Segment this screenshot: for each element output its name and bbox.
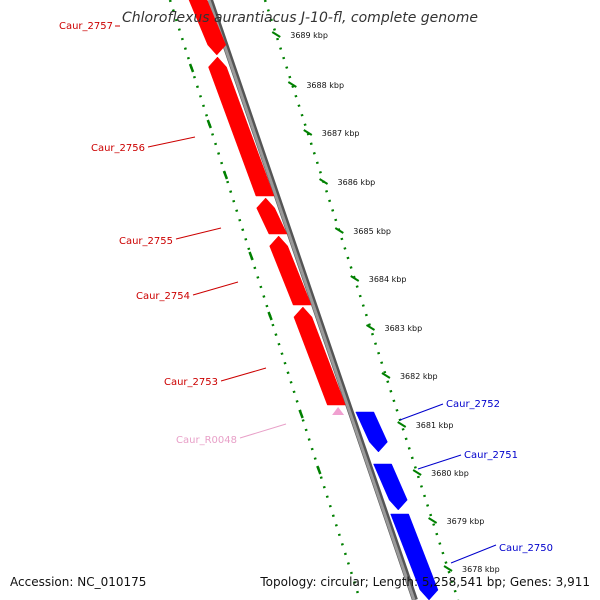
kbp-tick-label: 3681 kbp bbox=[416, 421, 454, 430]
gene-label[interactable]: Caur_2757 bbox=[59, 21, 113, 32]
kbp-tick-label: 3680 kbp bbox=[431, 469, 469, 478]
dotted-track-guides bbox=[168, 0, 460, 600]
kbp-tick-label: 3688 kbp bbox=[306, 81, 344, 90]
gene-label[interactable]: Caur_2752 bbox=[446, 399, 500, 410]
gene-label-leader-line bbox=[450, 544, 497, 564]
gene-feature-caur-2753 bbox=[293, 306, 346, 406]
genome-summary-text: Topology: circular; Length: 5,258,541 bp… bbox=[259, 575, 590, 589]
gene-labels: Caur_2757 Caur_2756 Caur_2755 Caur_2754 Caur… bbox=[59, 21, 553, 564]
gene-label[interactable]: Caur_2755 bbox=[119, 236, 173, 247]
kbp-tick-label: 3685 kbp bbox=[353, 227, 391, 236]
gene-feature-caur-2750 bbox=[390, 513, 439, 600]
kbp-tick-mark bbox=[319, 178, 329, 185]
gene-label-leader-line bbox=[147, 136, 196, 148]
gene-label-leader-line bbox=[175, 227, 222, 240]
kbp-tick-mark bbox=[365, 324, 376, 331]
kbp-tick-mark bbox=[287, 81, 297, 88]
gene-label-leader-line bbox=[399, 403, 444, 421]
gene-label[interactable]: Caur_2753 bbox=[164, 377, 218, 388]
minor-dash-mark bbox=[316, 465, 322, 475]
gene-label[interactable]: Caur_R0048 bbox=[176, 435, 237, 446]
minor-dash-mark bbox=[248, 251, 254, 261]
minor-dash-mark bbox=[206, 119, 212, 129]
dotted-guide-line bbox=[168, 0, 362, 600]
kbp-tick-label: 3684 kbp bbox=[369, 275, 407, 284]
kbp-tick-label: 3678 kbp bbox=[462, 565, 500, 574]
gene-feature-caur-r0048 bbox=[332, 407, 345, 415]
kbp-tick-mark bbox=[303, 129, 313, 136]
gene-features bbox=[188, 0, 439, 600]
kbp-tick-mark bbox=[271, 31, 281, 38]
kbp-tick-mark bbox=[397, 421, 407, 428]
accession-text: Accession: NC_010175 bbox=[10, 575, 146, 589]
kbp-tick-label: 3683 kbp bbox=[385, 324, 423, 333]
gene-feature-caur-2755 bbox=[256, 197, 288, 235]
kbp-ruler: 3689 kbp 3688 kbp 3687 kbp 3686 kbp 3685 kbp… bbox=[271, 31, 500, 574]
gene-feature-caur-2751 bbox=[373, 463, 408, 511]
gene-label[interactable]: Caur_2750 bbox=[499, 543, 553, 554]
gene-label-leader-line bbox=[239, 423, 287, 439]
gene-label-leader-line bbox=[220, 367, 267, 382]
kbp-tick-label: 3687 kbp bbox=[322, 129, 360, 138]
kbp-tick-mark bbox=[350, 275, 360, 282]
map-title: Chloroflexus aurantiacus J-10-fl, comple… bbox=[122, 10, 478, 26]
gene-label[interactable]: Caur_2754 bbox=[136, 291, 190, 302]
kbp-tick-mark bbox=[381, 372, 391, 379]
minor-dash-mark bbox=[267, 311, 273, 321]
kbp-tick-label: 3679 kbp bbox=[447, 517, 485, 526]
gene-feature-caur-2757 bbox=[188, 0, 227, 56]
kbp-tick-label: 3686 kbp bbox=[338, 178, 376, 187]
kbp-tick-mark bbox=[334, 227, 344, 234]
gene-feature-caur-2752 bbox=[355, 411, 388, 453]
gene-label-leader-line bbox=[192, 281, 239, 296]
genome-backbone bbox=[207, 0, 418, 600]
kbp-tick-mark bbox=[443, 565, 453, 572]
gene-label[interactable]: Caur_2756 bbox=[91, 143, 145, 154]
minor-dash-mark bbox=[222, 170, 229, 180]
minor-dash-mark bbox=[298, 409, 304, 419]
gene-feature-caur-2754 bbox=[269, 235, 312, 306]
gene-feature-caur-2756 bbox=[208, 56, 275, 197]
kbp-tick-mark bbox=[412, 469, 422, 476]
kbp-tick-mark bbox=[428, 517, 438, 524]
kbp-tick-label: 3682 kbp bbox=[400, 372, 438, 381]
kbp-tick-label: 3689 kbp bbox=[290, 31, 328, 40]
minor-dash-mark bbox=[188, 63, 195, 73]
gene-label-leader-line bbox=[417, 454, 462, 470]
gene-label[interactable]: Caur_2751 bbox=[464, 450, 518, 461]
